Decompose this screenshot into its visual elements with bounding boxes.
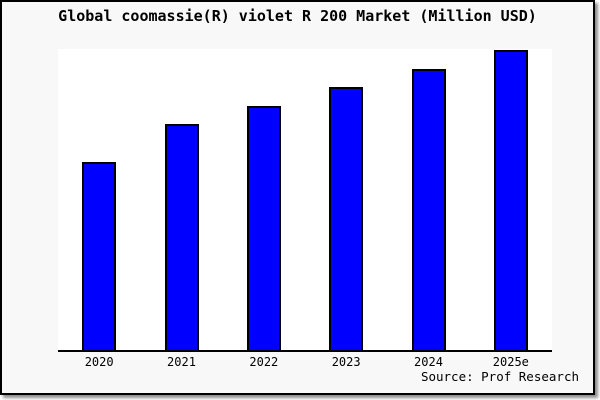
chart-title: Global coomassie(R) violet R 200 Market … (58, 7, 537, 25)
x-tick-2021: 2021 (167, 355, 196, 369)
x-tick-2024: 2024 (414, 355, 443, 369)
chart-frame: Global coomassie(R) violet R 200 Market … (0, 0, 595, 395)
x-tick-2020: 2020 (84, 355, 114, 369)
bar-2023 (329, 87, 364, 350)
x-tick-2025e: 2025e (492, 355, 529, 369)
x-tick-2023: 2023 (331, 355, 361, 369)
source-credit: Source: Prof Research (420, 369, 579, 384)
bar-2022 (246, 106, 281, 350)
bar-2024 (411, 69, 446, 350)
plot-area (58, 49, 552, 352)
x-tick-2022: 2022 (249, 355, 279, 369)
bar-2020 (82, 162, 117, 350)
bar-2025e (493, 50, 528, 350)
bar-2021 (164, 124, 199, 350)
